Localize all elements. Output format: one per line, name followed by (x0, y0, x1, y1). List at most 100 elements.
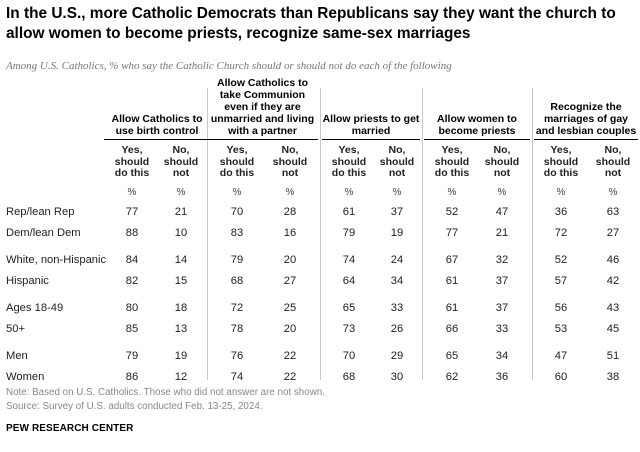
value-yes: 56 (554, 302, 568, 314)
value-yes: 65 (445, 350, 459, 362)
value-yes: 80 (125, 302, 139, 314)
group-header: Allow Catholics to take Communion even i… (207, 77, 318, 140)
value-no: 30 (390, 371, 404, 383)
value-no: 46 (606, 254, 620, 266)
value-yes: 52 (445, 206, 459, 218)
subheader-no: No, should not (484, 144, 520, 179)
value-no: 24 (390, 254, 404, 266)
value-yes: 67 (445, 254, 459, 266)
value-no: 13 (174, 323, 188, 335)
value-no: 26 (390, 323, 404, 335)
value-yes: 73 (342, 323, 356, 335)
row-label: Rep/lean Rep (6, 206, 75, 218)
value-yes: 76 (230, 350, 244, 362)
value-no: 28 (283, 206, 297, 218)
value-yes: 61 (445, 302, 459, 314)
value-no: 22 (283, 371, 297, 383)
percent-unit-label: % (497, 187, 507, 198)
value-no: 33 (495, 323, 509, 335)
value-yes: 47 (554, 350, 568, 362)
value-no: 51 (606, 350, 620, 362)
value-yes: 72 (554, 227, 568, 239)
subheader-yes: Yes, should do this (543, 144, 579, 179)
value-no: 21 (495, 227, 509, 239)
percent-unit-label: % (127, 187, 137, 198)
percent-unit-label: % (608, 187, 618, 198)
value-yes: 77 (125, 206, 139, 218)
value-yes: 53 (554, 323, 568, 335)
value-yes: 66 (445, 323, 459, 335)
value-yes: 88 (125, 227, 139, 239)
value-yes: 70 (342, 350, 356, 362)
value-no: 32 (495, 254, 509, 266)
subheader-no: No, should not (595, 144, 631, 179)
value-yes: 78 (230, 323, 244, 335)
value-yes: 86 (125, 371, 139, 383)
value-no: 34 (495, 350, 509, 362)
value-yes: 61 (342, 206, 356, 218)
value-no: 27 (606, 227, 620, 239)
value-yes: 84 (125, 254, 139, 266)
value-no: 12 (174, 371, 188, 383)
note-text: Note: Based on U.S. Catholics. Those who… (6, 387, 325, 398)
group-header-label: Allow Catholics to use birth control (104, 113, 210, 140)
value-no: 19 (390, 227, 404, 239)
subheader-yes: Yes, should do this (434, 144, 470, 179)
value-yes: 74 (230, 371, 244, 383)
value-yes: 68 (230, 275, 244, 287)
value-no: 22 (283, 350, 297, 362)
value-yes: 83 (230, 227, 244, 239)
percent-unit-label: % (344, 187, 354, 198)
value-yes: 85 (125, 323, 139, 335)
percent-unit-label: % (232, 187, 242, 198)
value-yes: 74 (342, 254, 356, 266)
percent-unit-label: % (392, 187, 402, 198)
value-yes: 62 (445, 371, 459, 383)
subheader-yes: Yes, should do this (114, 144, 150, 179)
group-header-label: Allow priests to get married (322, 113, 420, 140)
group-header-label: Recognize the marriages of gay and lesbi… (534, 101, 638, 140)
row-label: Ages 18-49 (6, 302, 64, 314)
row-label: 50+ (6, 323, 25, 335)
group-header: Recognize the marriages of gay and lesbi… (534, 88, 638, 140)
row-label: Women (6, 371, 45, 383)
brand-logo-text: PEW RESEARCH CENTER (6, 423, 134, 434)
subheader-yes: Yes, should do this (219, 144, 255, 179)
value-yes: 79 (125, 350, 139, 362)
row-label: White, non-Hispanic (6, 254, 107, 266)
value-yes: 60 (554, 371, 568, 383)
percent-unit-label: % (447, 187, 457, 198)
chart-title: In the U.S., more Catholic Democrats tha… (6, 5, 616, 42)
value-no: 25 (283, 302, 297, 314)
row-label: Dem/lean Dem (6, 227, 81, 239)
value-no: 37 (390, 206, 404, 218)
value-no: 20 (283, 323, 297, 335)
percent-unit-label: % (176, 187, 186, 198)
value-no: 37 (495, 302, 509, 314)
value-no: 27 (283, 275, 297, 287)
column-separator (422, 88, 423, 380)
value-no: 36 (495, 371, 509, 383)
group-header: Allow priests to get married (322, 88, 420, 140)
group-header-label: Allow Catholics to take Communion even i… (207, 77, 318, 140)
value-no: 38 (606, 371, 620, 383)
row-label: Men (6, 350, 28, 362)
subheader-no: No, should not (163, 144, 199, 179)
column-separator (207, 88, 208, 380)
row-label: Hispanic (6, 275, 49, 287)
percent-unit-label: % (556, 187, 566, 198)
value-no: 33 (390, 302, 404, 314)
value-no: 47 (495, 206, 509, 218)
value-yes: 79 (342, 227, 356, 239)
value-yes: 57 (554, 275, 568, 287)
value-yes: 36 (554, 206, 568, 218)
chart-subtitle: Among U.S. Catholics, % who say the Cath… (6, 60, 452, 72)
value-no: 21 (174, 206, 188, 218)
group-header: Allow women to become priests (424, 88, 530, 140)
column-separator (532, 88, 533, 380)
value-yes: 68 (342, 371, 356, 383)
value-no: 37 (495, 275, 509, 287)
value-yes: 72 (230, 302, 244, 314)
value-yes: 52 (554, 254, 568, 266)
source-text: Source: Survey of U.S. adults conducted … (6, 401, 263, 412)
